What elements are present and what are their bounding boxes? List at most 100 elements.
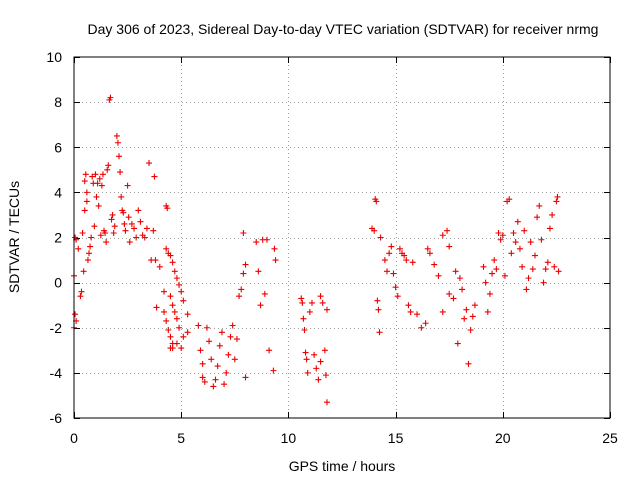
data-point <box>381 257 388 264</box>
axis-ticks <box>74 57 611 419</box>
data-point <box>549 211 556 218</box>
data-point <box>523 286 530 293</box>
data-point <box>444 227 451 234</box>
data-point <box>396 245 403 252</box>
data-point <box>323 399 330 406</box>
data-point <box>306 308 313 315</box>
data-point <box>201 378 208 385</box>
data-point <box>173 315 180 322</box>
data-point <box>426 250 433 257</box>
data-point <box>216 342 223 349</box>
data-point <box>225 351 232 358</box>
data-point <box>253 239 260 246</box>
data-point <box>469 313 476 320</box>
data-point <box>171 268 178 275</box>
data-point <box>221 381 228 388</box>
x-axis-label: GPS time / hours <box>289 458 396 474</box>
data-point <box>210 383 217 390</box>
data-point <box>105 162 112 169</box>
data-point <box>236 293 243 300</box>
data-point <box>153 304 160 311</box>
data-point <box>271 245 278 252</box>
data-point <box>240 270 247 277</box>
data-point <box>465 360 472 367</box>
data-point <box>516 245 523 252</box>
data-point <box>212 376 219 383</box>
data-point <box>540 279 547 286</box>
data-point <box>480 263 487 270</box>
data-point <box>223 369 230 376</box>
data-point <box>83 198 90 205</box>
data-point <box>486 290 493 297</box>
data-point <box>114 139 121 146</box>
data-point <box>125 214 132 221</box>
data-point <box>178 288 185 295</box>
data-point <box>116 153 123 160</box>
y-tick-label: 2 <box>54 230 62 246</box>
data-point <box>229 322 236 329</box>
data-point <box>510 229 517 236</box>
data-point <box>131 225 138 232</box>
data-point <box>87 243 94 250</box>
data-point <box>242 374 249 381</box>
data-point <box>95 202 102 209</box>
data-point <box>176 281 183 288</box>
data-point <box>308 299 315 306</box>
data-point <box>450 295 457 302</box>
data-point <box>94 180 101 187</box>
data-point <box>471 302 478 309</box>
data-point <box>173 275 180 282</box>
data-point <box>435 272 442 279</box>
data-point <box>97 232 104 239</box>
data-point <box>531 252 538 259</box>
data-point <box>137 218 144 225</box>
data-point <box>482 279 489 286</box>
x-tick-label: 15 <box>388 430 404 446</box>
data-point <box>270 367 277 374</box>
data-point <box>83 189 90 196</box>
data-point <box>384 268 391 275</box>
data-point <box>519 263 526 270</box>
data-point <box>386 250 393 257</box>
data-point <box>459 286 466 293</box>
data-point <box>489 270 496 277</box>
data-point <box>321 347 328 354</box>
data-point <box>521 227 528 234</box>
data-point <box>446 243 453 250</box>
y-tick-label: -2 <box>50 320 63 336</box>
data-point <box>93 193 100 200</box>
data-point <box>88 234 95 241</box>
data-point <box>167 333 174 340</box>
data-point <box>322 372 329 379</box>
data-point <box>113 132 120 139</box>
data-point <box>534 214 541 221</box>
data-point <box>109 211 116 218</box>
data-point <box>206 338 213 345</box>
data-point <box>169 259 176 266</box>
data-point <box>390 270 397 277</box>
data-point <box>299 299 306 306</box>
data-point <box>403 257 410 264</box>
data-point <box>89 173 96 180</box>
data-point <box>152 257 159 264</box>
data-point <box>536 202 543 209</box>
data-point <box>233 336 240 343</box>
data-point <box>208 356 215 363</box>
data-point <box>405 302 412 309</box>
data-point <box>553 198 560 205</box>
y-tick-label: 10 <box>46 49 62 65</box>
data-point <box>446 290 453 297</box>
data-point <box>298 295 305 302</box>
data-point <box>80 268 87 275</box>
data-point <box>242 261 249 268</box>
data-point <box>302 349 309 356</box>
data-point <box>240 229 247 236</box>
data-point <box>124 182 131 189</box>
data-point <box>551 263 558 270</box>
data-point <box>409 259 416 266</box>
data-point <box>146 160 153 167</box>
data-point <box>546 225 553 232</box>
data-point <box>120 209 127 216</box>
data-point <box>163 317 170 324</box>
data-point <box>102 229 109 236</box>
